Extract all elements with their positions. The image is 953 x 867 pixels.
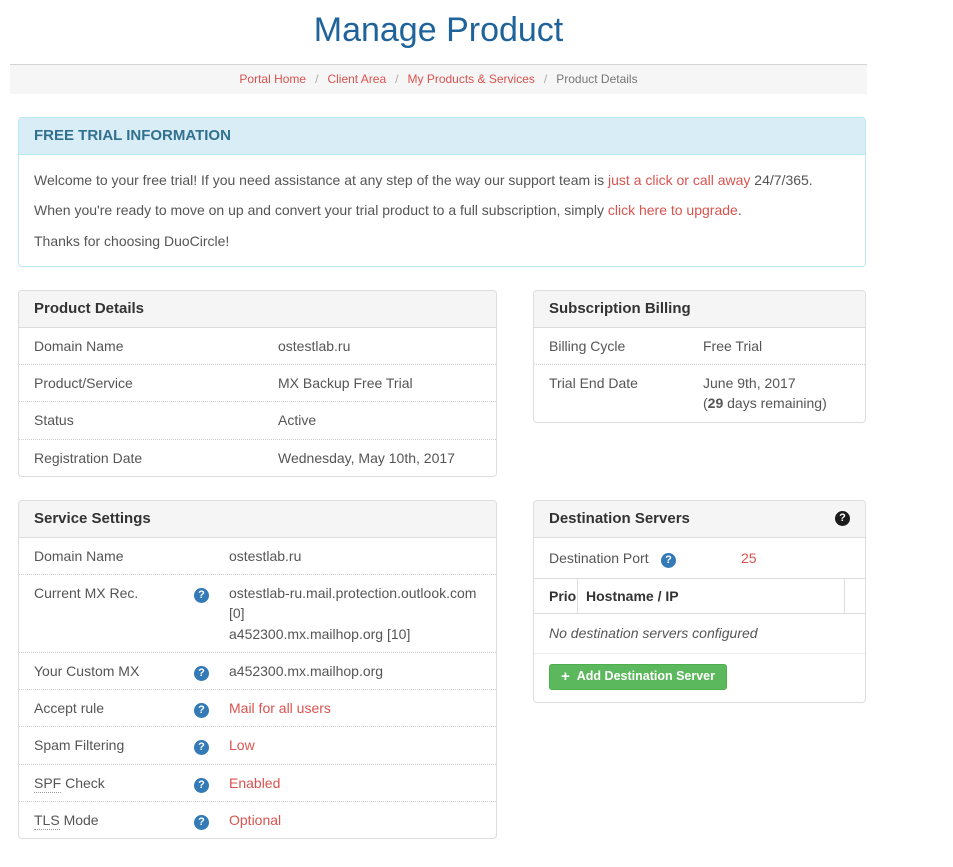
header-divider [10, 64, 867, 66]
domain-name-label: Domain Name [34, 547, 124, 564]
destination-servers-panel: Destination Servers ? Destination Port ?… [533, 499, 866, 703]
product-service-label: Product/Service [34, 374, 133, 391]
table-row: Domain Name ostestlab.ru [19, 538, 496, 574]
breadcrumb-separator: / [543, 72, 548, 87]
help-icon[interactable]: ? [194, 777, 209, 793]
breadcrumb-product-details: Product Details [556, 72, 638, 87]
breadcrumb: Portal Home / Client Area / My Products … [10, 65, 867, 95]
page-title: Manage Product [313, 11, 564, 49]
actions-column-header [845, 579, 865, 613]
destination-table-header: Prio Hostname / IP [534, 577, 865, 615]
accept-rule-value-link[interactable]: Mail for all users [229, 700, 331, 717]
subscription-billing-panel: Subscription Billing Billing Cycle Free … [533, 289, 866, 423]
table-row: SPF Check ? Enabled [19, 763, 496, 801]
table-row: TLS Mode ? Optional [19, 801, 496, 838]
help-icon[interactable]: ? [194, 815, 209, 830]
accept-rule-label: Accept rule [34, 700, 105, 717]
table-row: Your Custom MX ? a452300.mx.mailhop.org [19, 651, 496, 689]
service-settings-header: Service Settings [19, 500, 496, 538]
subscription-billing-header: Subscription Billing [534, 290, 865, 328]
details-row: Product Details Domain Name ostestlab.ru… [18, 289, 866, 477]
destination-servers-header: Destination Servers ? [534, 500, 865, 538]
breadcrumb-separator: / [315, 72, 319, 87]
status-label: Status [34, 412, 74, 429]
destination-port-value-link[interactable]: 25 [741, 549, 757, 566]
product-service-value: MX Backup Free Trial [278, 374, 413, 391]
table-row: Current MX Rec. ? ostestlab-ru.mail.prot… [19, 573, 496, 652]
custom-mx-value: a452300.mx.mailhop.org [229, 662, 384, 679]
help-icon[interactable]: ? [194, 587, 209, 603]
table-row: Domain Name ostestlab.ru [19, 328, 496, 364]
billing-cycle-value: Free Trial [703, 337, 763, 354]
help-icon[interactable]: ? [194, 665, 209, 681]
table-row: Trial End Date June 9th, 2017 (29 days r… [534, 363, 865, 422]
add-server-button-row: + Add Destination Server [534, 654, 865, 702]
breadcrumb-portal-home[interactable]: Portal Home [239, 72, 307, 87]
free-trial-panel: FREE TRIAL INFORMATION Welcome to your f… [18, 117, 866, 267]
product-details-panel: Product Details Domain Name ostestlab.ru… [18, 289, 497, 477]
current-mx-value: ostestlab-ru.mail.protection.outlook.com… [229, 584, 477, 642]
trial-end-date-value: June 9th, 2017 (29 days remaining) [703, 373, 850, 414]
custom-mx-label: Your Custom MX [34, 662, 140, 679]
days-remaining: (29 days remaining) [703, 395, 827, 412]
free-trial-header: FREE TRIAL INFORMATION [19, 118, 865, 156]
free-trial-body: Welcome to your free trial! If you need … [19, 155, 865, 266]
registration-date-value: Wednesday, May 10th, 2017 [278, 449, 455, 466]
domain-name-value: ostestlab.ru [229, 547, 302, 564]
spf-check-value-link[interactable]: Enabled [229, 774, 281, 791]
prio-column-header: Prio [534, 578, 578, 614]
hostname-column-header: Hostname / IP [578, 578, 845, 614]
free-trial-paragraph-3: Thanks for choosing DuoCircle! [34, 232, 230, 249]
spf-check-label: SPF Check [34, 774, 105, 793]
current-mx-label: Current MX Rec. [34, 584, 139, 601]
table-row: Accept rule ? Mail for all users [19, 689, 496, 726]
table-row: Status Active [19, 401, 496, 438]
spam-filtering-value-link[interactable]: Low [229, 737, 255, 754]
service-settings-panel: Service Settings Domain Name ostestlab.r… [18, 499, 497, 840]
breadcrumb-separator: / [395, 72, 399, 87]
breadcrumb-client-area[interactable]: Client Area [327, 72, 387, 87]
support-link[interactable]: just a click or call away [608, 172, 751, 189]
help-icon[interactable]: ? [194, 703, 209, 719]
page-container: Manage Product Portal Home / Client Area… [10, 6, 867, 840]
breadcrumb-my-products[interactable]: My Products & Services [407, 72, 535, 87]
table-row: Product/Service MX Backup Free Trial [19, 363, 496, 401]
tls-mode-value-link[interactable]: Optional [229, 812, 282, 828]
spam-filtering-label: Spam Filtering [34, 737, 125, 754]
tls-mode-label: TLS Mode [34, 812, 99, 830]
trial-end-date-label: Trial End Date [549, 374, 638, 391]
panels-area: FREE TRIAL INFORMATION Welcome to your f… [18, 117, 866, 840]
domain-name-label: Domain Name [34, 337, 124, 354]
help-icon[interactable]: ? [661, 552, 676, 568]
status-value: Active [278, 412, 317, 429]
help-icon[interactable]: ? [835, 511, 850, 527]
settings-row: Service Settings Domain Name ostestlab.r… [18, 499, 866, 840]
billing-cycle-label: Billing Cycle [549, 337, 626, 354]
domain-name-value: ostestlab.ru [278, 337, 351, 354]
plus-icon: + [561, 667, 570, 685]
table-row: Registration Date Wednesday, May 10th, 2… [19, 438, 496, 476]
no-servers-message: No destination servers configured [534, 614, 865, 654]
table-row: Billing Cycle Free Trial [534, 328, 865, 364]
add-destination-server-button[interactable]: + Add Destination Server [549, 663, 727, 690]
registration-date-label: Registration Date [34, 449, 143, 466]
product-details-header: Product Details [19, 290, 496, 328]
table-row: Spam Filtering ? Low [19, 726, 496, 763]
free-trial-paragraph-1: Welcome to your free trial! If you need … [34, 172, 813, 189]
help-icon[interactable]: ? [194, 740, 209, 756]
destination-port-label: Destination Port [549, 549, 649, 566]
free-trial-paragraph-2: When you're ready to move on up and conv… [34, 202, 742, 219]
destination-port-row: Destination Port ? 25 [534, 538, 865, 578]
upgrade-link[interactable]: click here to upgrade [607, 202, 738, 219]
